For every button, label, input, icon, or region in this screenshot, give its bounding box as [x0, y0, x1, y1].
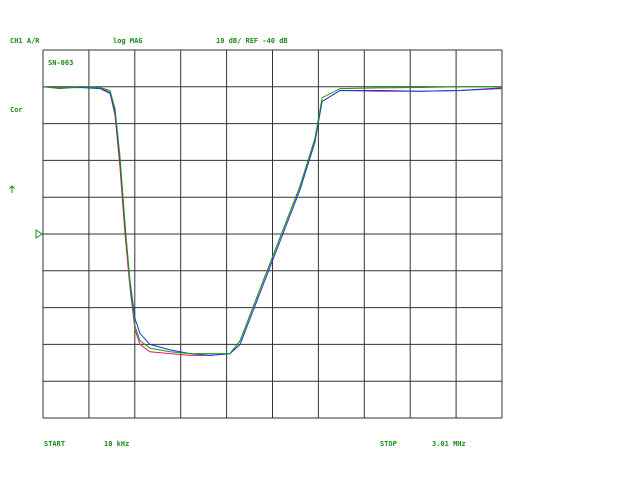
- start-value: 10 kHz: [104, 440, 129, 448]
- scale: 10 dB/ REF -40 dB: [216, 37, 288, 45]
- annotation: SN-003: [48, 59, 73, 67]
- stop-label: STOP: [380, 440, 397, 448]
- arrow-icon: [9, 185, 15, 193]
- start-label: START: [44, 440, 65, 448]
- status: Cor: [10, 106, 23, 114]
- reference-marker: [35, 229, 43, 239]
- trace: [42, 86, 502, 355]
- channel: CH1 A/R: [10, 37, 40, 45]
- stop-value: 3.01 MHz: [432, 440, 466, 448]
- format: log MAG: [113, 37, 143, 45]
